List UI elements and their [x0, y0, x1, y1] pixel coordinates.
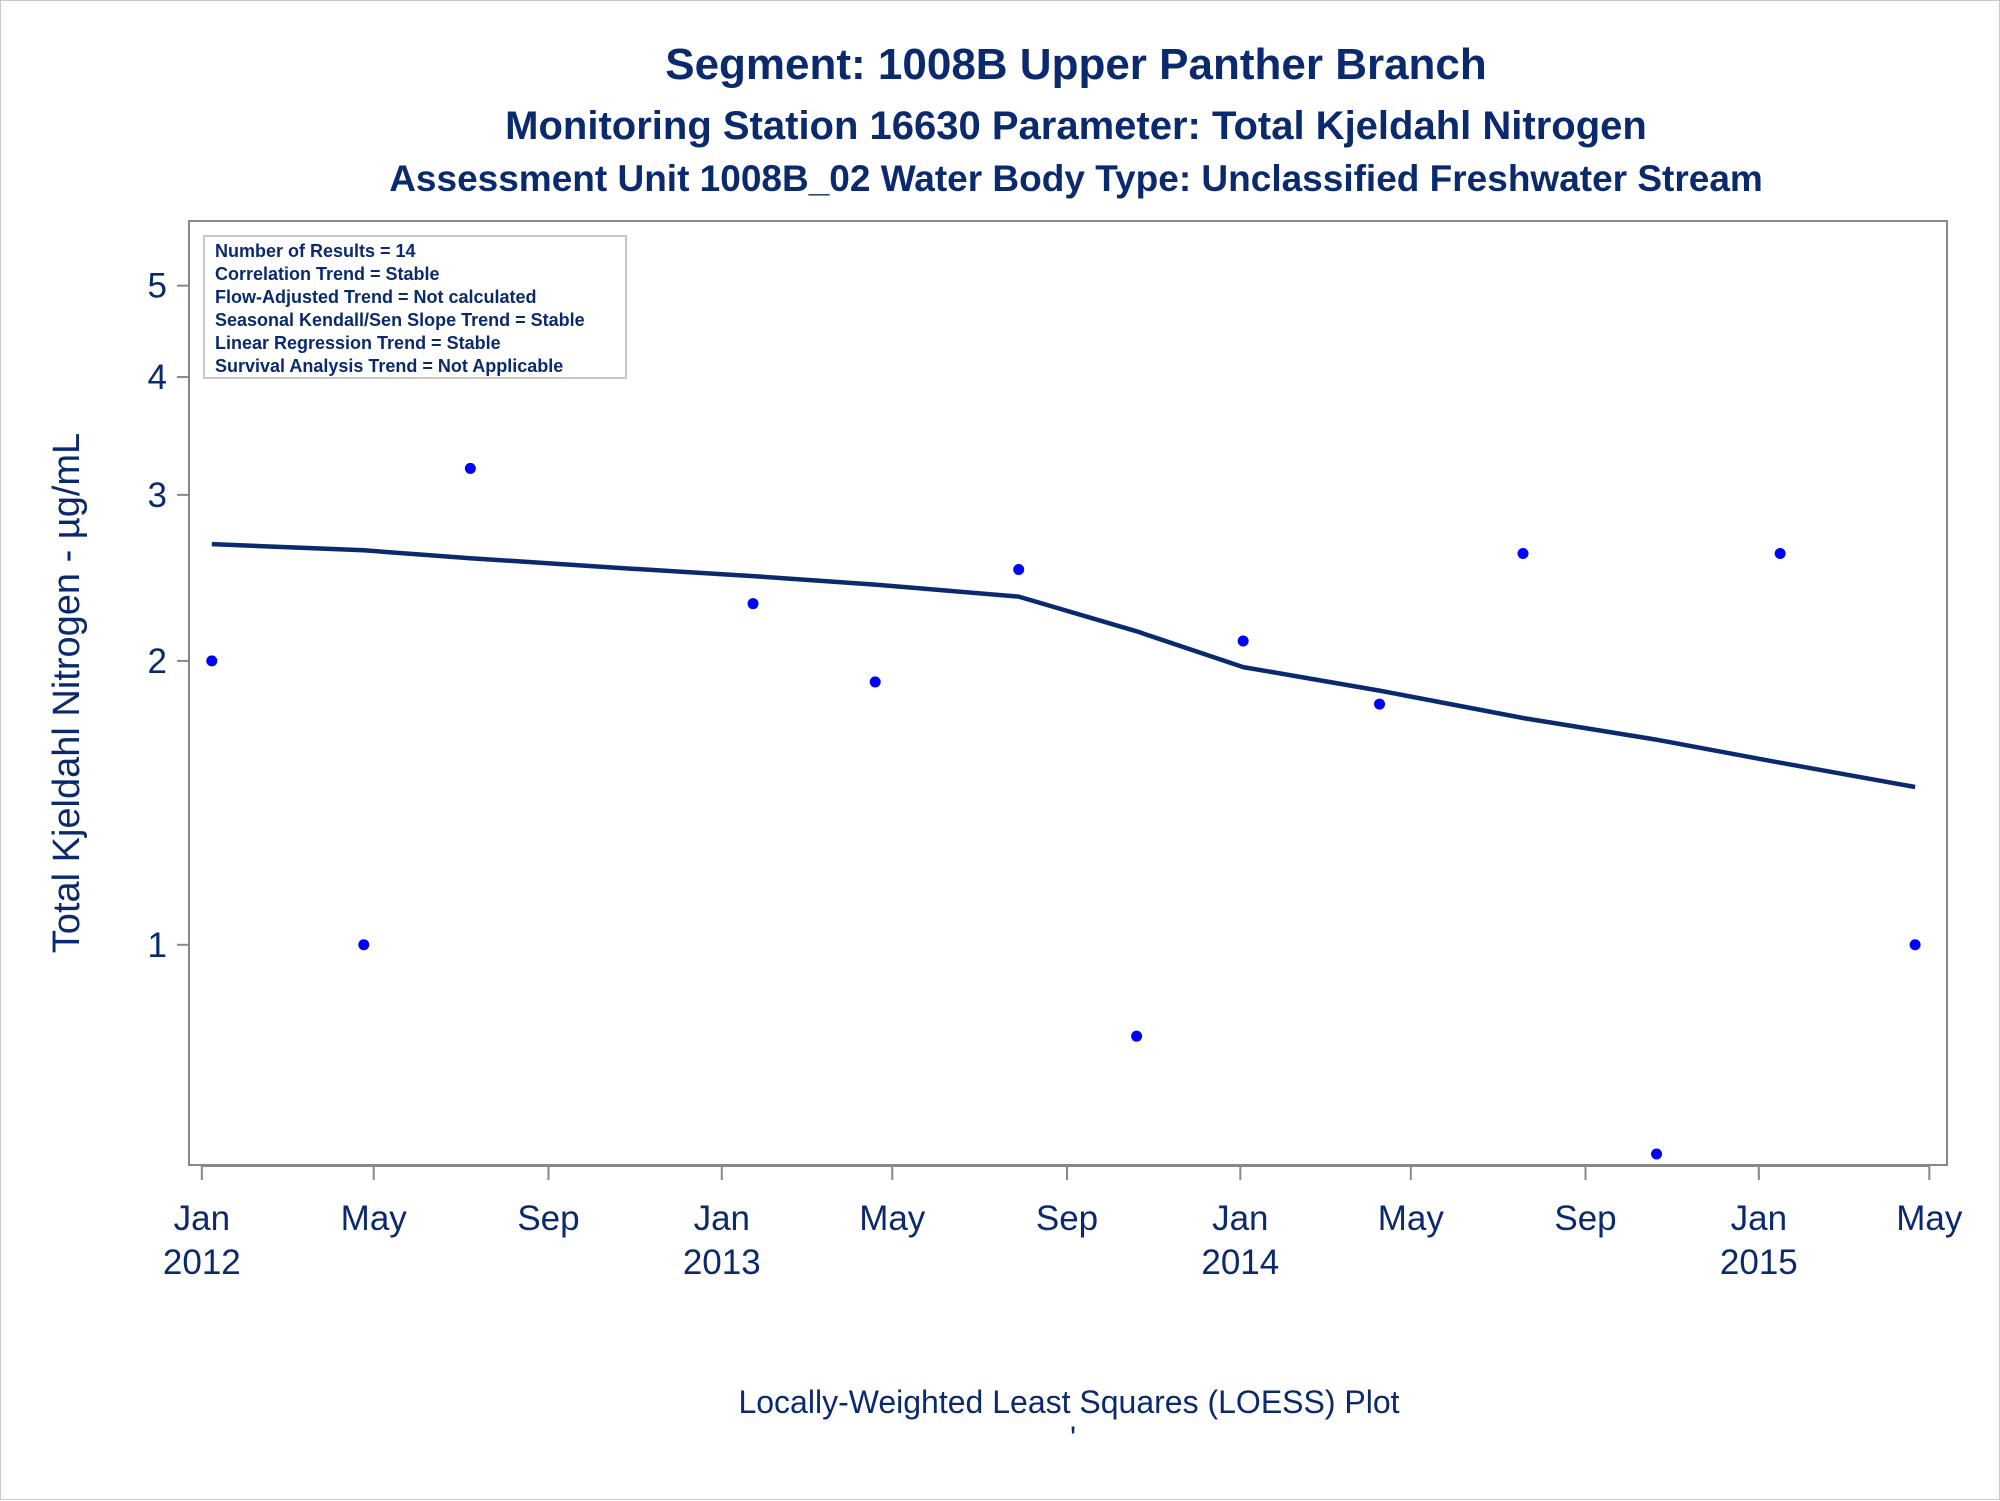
data-point	[1774, 547, 1786, 559]
stats-number-of-results: Number of Results = 14	[215, 241, 416, 261]
y-tick-label: 3	[148, 476, 167, 515]
data-point	[1013, 564, 1025, 576]
chart-subtitle-2: Assessment Unit 1008B_02 Water Body Type…	[389, 158, 1763, 199]
loess-curve-layer	[211, 541, 1916, 790]
y-tick-label: 2	[148, 642, 167, 681]
x-tick-label: Jan	[694, 1199, 750, 1238]
x-tick-year-label: 2012	[163, 1243, 241, 1282]
stats-seasonal-kendall-trend: Seasonal Kendall/Sen Slope Trend = Stabl…	[215, 310, 585, 330]
x-tick-label: May	[341, 1199, 408, 1238]
x-tick-year-label: 2013	[683, 1243, 761, 1282]
data-point	[1909, 939, 1921, 951]
stats-survival-analysis-trend: Survival Analysis Trend = Not Applicable	[215, 356, 563, 376]
x-tick-label: Jan	[1212, 1199, 1268, 1238]
x-tick-year-label: 2015	[1720, 1243, 1798, 1282]
chart-subtitle: Monitoring Station 16630 Parameter: Tota…	[505, 104, 1647, 148]
chart-title: Segment: 1008B Upper Panther Branch	[665, 40, 1487, 89]
data-point	[206, 655, 218, 667]
x-tick-label: Sep	[517, 1199, 579, 1238]
loess-line	[211, 541, 1916, 790]
y-axis-title: Total Kjeldahl Nitrogen - µg/mL	[46, 433, 88, 953]
stats-legend: Number of Results = 14 Correlation Trend…	[203, 235, 627, 379]
x-tick-label: May	[1378, 1199, 1445, 1238]
x-tick-label: May	[859, 1199, 926, 1238]
x-tick-label: Jan	[1731, 1199, 1787, 1238]
stats-correlation-trend: Correlation Trend = Stable	[215, 264, 440, 284]
y-tick-label: 5	[148, 267, 167, 306]
data-point	[1374, 698, 1386, 710]
x-tick-label: Sep	[1036, 1199, 1098, 1238]
x-tick-year-label: 2014	[1201, 1243, 1279, 1282]
x-tick-label: Sep	[1554, 1199, 1616, 1238]
data-point	[869, 676, 881, 688]
y-tick-label: 1	[148, 926, 167, 965]
x-axis: Jan 2012 May Sep Jan 2013 May Sep Jan 2014 May Sep J…	[163, 1165, 1963, 1282]
x-tick-label: May	[1896, 1199, 1963, 1238]
stats-box	[203, 235, 627, 379]
x-tick-label: Jan	[174, 1199, 230, 1238]
data-point	[1651, 1148, 1663, 1160]
y-axis: 1 2 3 4 5	[148, 267, 189, 965]
data-point	[1517, 547, 1529, 559]
stats-flow-adjusted-trend: Flow-Adjusted Trend = Not calculated	[215, 287, 537, 307]
data-point	[1237, 635, 1249, 647]
footnote-mark: '	[1070, 1420, 1076, 1456]
data-point	[358, 939, 370, 951]
chart-footnote: Locally-Weighted Least Squares (LOESS) P…	[738, 1384, 1399, 1420]
data-point	[747, 598, 759, 610]
data-point	[464, 462, 476, 474]
data-point	[1131, 1030, 1143, 1042]
stats-linear-regression-trend: Linear Regression Trend = Stable	[215, 333, 501, 353]
y-tick-label: 4	[148, 358, 167, 397]
